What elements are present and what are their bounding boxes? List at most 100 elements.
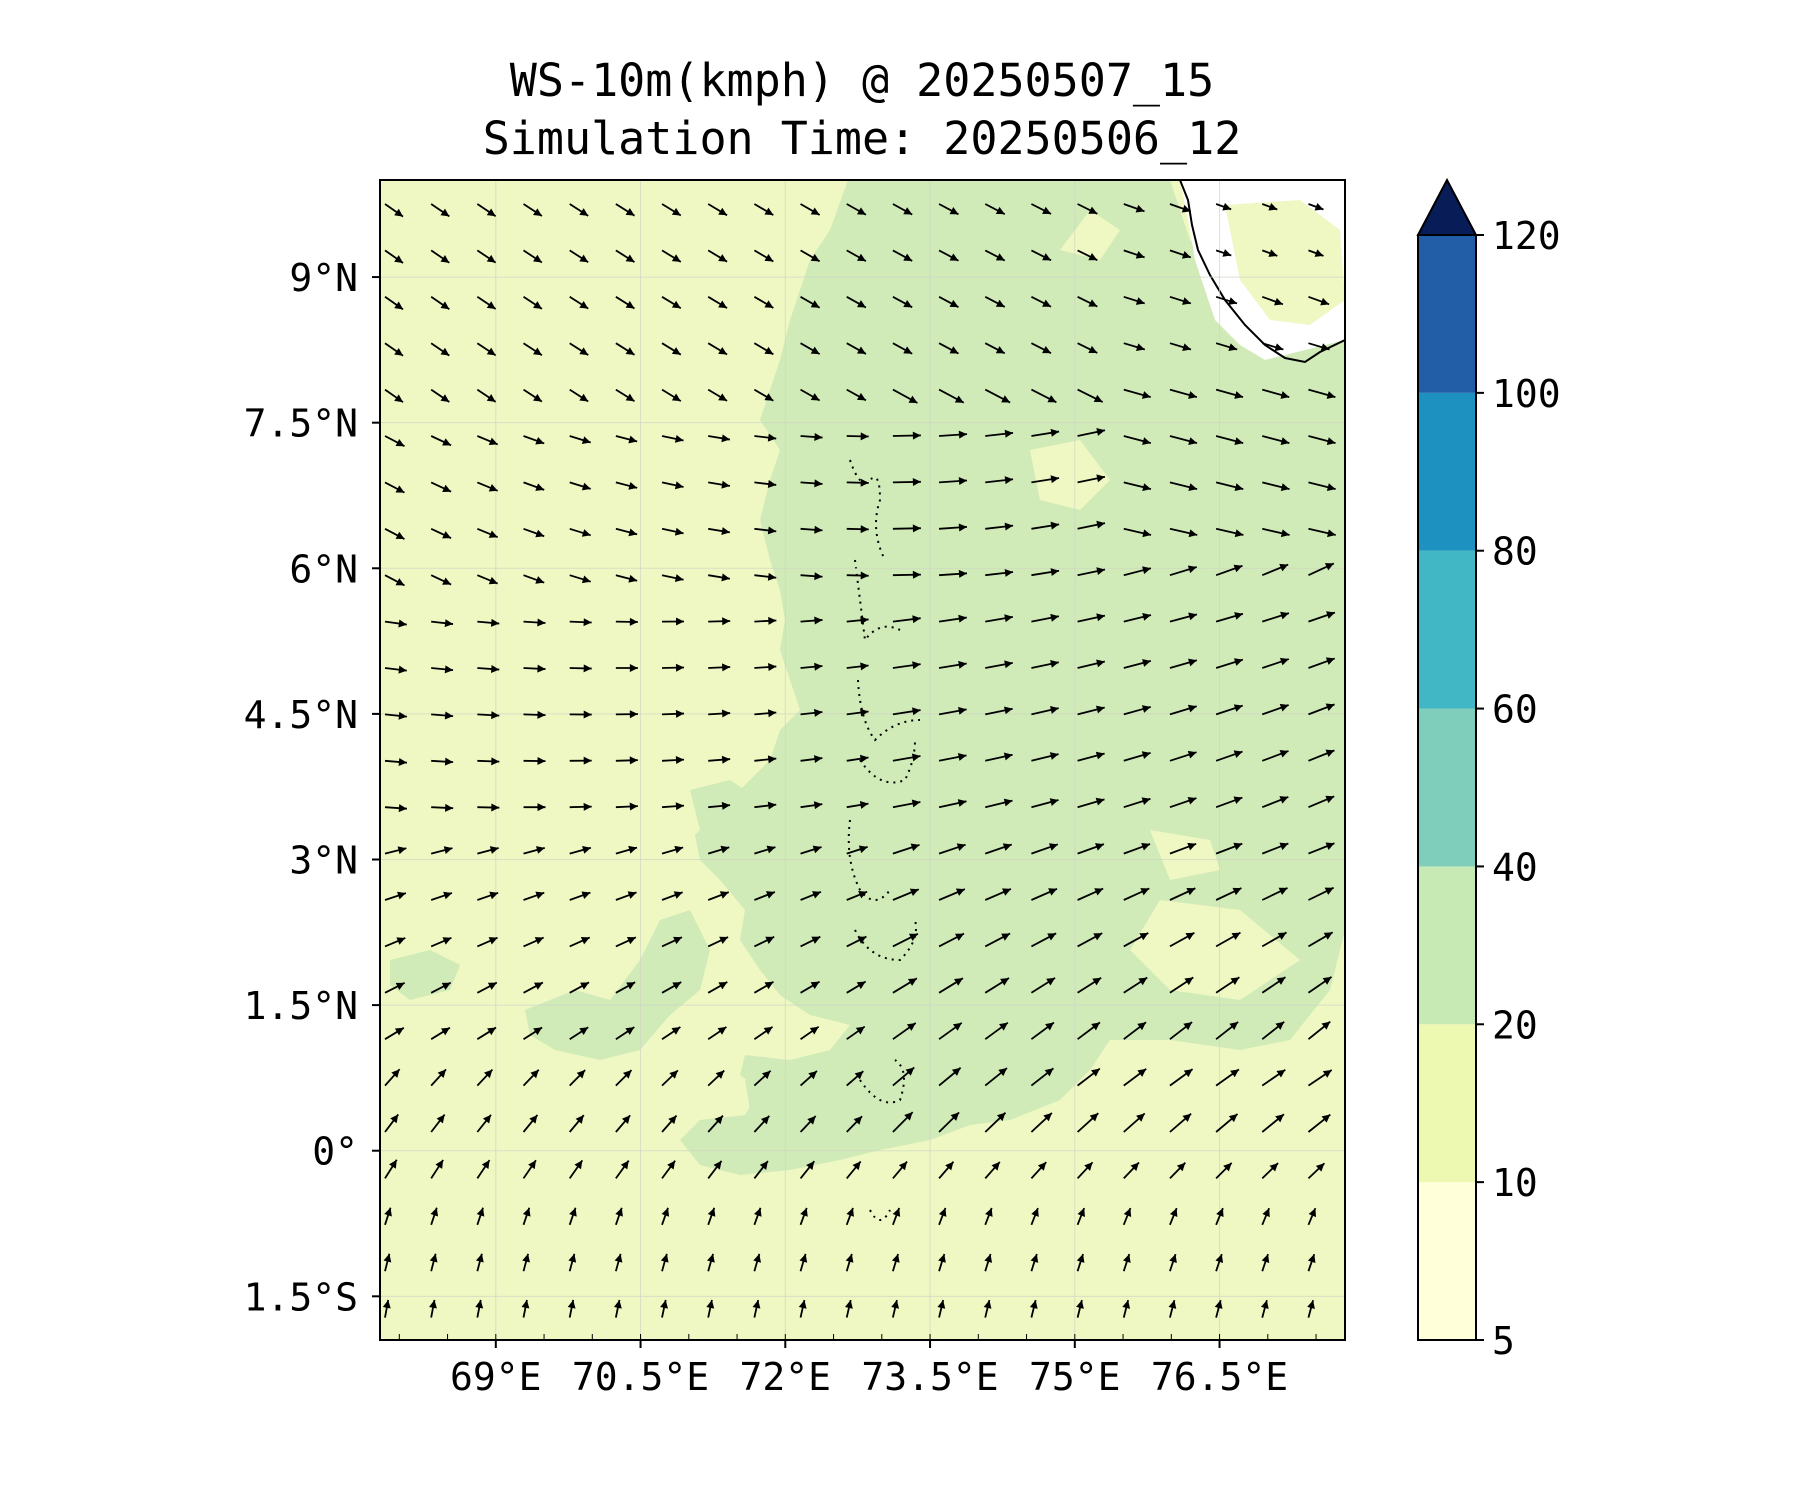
wind-arrow [1215, 658, 1244, 669]
wind-arrow [1030, 1207, 1039, 1226]
wind-arrow [983, 1299, 992, 1318]
wind-arrow [1261, 1207, 1270, 1226]
wind-arrow [846, 296, 867, 309]
wind-speed-contours [390, 180, 1345, 1221]
wind-arrow [1030, 1112, 1053, 1133]
wind-arrow [1123, 481, 1152, 492]
colorbar-segment [1418, 550, 1476, 709]
wind-arrow [384, 711, 407, 720]
wind-arrow [1215, 1068, 1240, 1087]
wind-arrow [799, 1207, 808, 1226]
wind-arrow [846, 980, 867, 994]
wind-arrow [615, 342, 635, 356]
wind-arrow [430, 981, 452, 994]
wind-arrow [477, 481, 499, 492]
wind-arrow [1077, 567, 1106, 577]
wind-arrow [1169, 658, 1198, 669]
wind-arrow [892, 615, 921, 624]
wind-arrow [798, 1299, 807, 1318]
wind-arrow [1261, 1113, 1285, 1133]
wind-arrow [522, 1159, 537, 1179]
wind-arrow [892, 932, 919, 948]
wind-arrow [938, 203, 959, 216]
wind-arrow [1215, 796, 1243, 809]
wind-arrow [569, 388, 589, 403]
wind-arrow [708, 480, 731, 489]
wind-arrow [1077, 520, 1106, 530]
wind-arrow [1215, 704, 1243, 716]
wind-arrow [892, 799, 921, 809]
wind-speed-hole-2 [1030, 440, 1110, 510]
wind-arrow [1308, 842, 1335, 855]
wind-arrow [708, 709, 731, 718]
wind-arrow [477, 803, 500, 812]
wind-arrow [1308, 611, 1336, 623]
wind-arrow [754, 526, 777, 535]
wind-arrow [938, 1161, 955, 1179]
wind-arrow [845, 1299, 853, 1318]
wind-arrow [661, 574, 684, 583]
wind-arrow [615, 981, 636, 994]
wind-arrow [938, 1253, 946, 1272]
wind-arrow [892, 753, 921, 762]
wind-arrow [1077, 474, 1106, 484]
colorbar-segment [1418, 392, 1476, 551]
wind-arrow [1261, 842, 1289, 855]
wind-arrow [1169, 249, 1192, 259]
wind-arrow [1307, 1113, 1331, 1133]
wind-arrow [1031, 295, 1052, 308]
wind-arrow [1031, 521, 1060, 530]
wind-arrow [1030, 1161, 1047, 1180]
wind-arrow [939, 523, 968, 532]
wind-arrow [892, 843, 920, 855]
wind-arrow [892, 1022, 917, 1040]
wind-arrow [846, 249, 867, 262]
wind-arrow [753, 249, 774, 263]
wind-arrow [1077, 295, 1098, 308]
wind-arrow [1031, 249, 1052, 262]
wind-arrow [431, 711, 454, 720]
wind-arrow [891, 1253, 900, 1272]
wind-arrow [522, 1069, 540, 1087]
wind-arrow [523, 981, 544, 994]
wind-arrow [523, 527, 545, 538]
wind-arrow [892, 203, 913, 216]
colorbar-tick-label: 60 [1492, 688, 1538, 732]
wind-arrow [430, 203, 450, 218]
wind-arrow [1076, 1112, 1099, 1133]
wind-arrow [1215, 887, 1242, 901]
wind-arrow [430, 891, 453, 901]
wind-arrow [568, 1253, 577, 1272]
coastline [1179, 180, 1345, 364]
wind-arrow [1261, 657, 1290, 669]
wind-arrow [799, 1253, 808, 1272]
wind-arrow [431, 619, 454, 628]
wind-arrow [615, 388, 635, 403]
wind-arrow [892, 342, 913, 355]
wind-arrow [754, 709, 777, 718]
wind-speed-hole-4 [1150, 830, 1220, 880]
wind-arrow [1215, 295, 1238, 305]
wind-arrow [1215, 1113, 1239, 1133]
wind-arrow [1169, 1113, 1192, 1133]
wind-arrow [430, 1207, 439, 1226]
wind-arrow [1215, 342, 1238, 352]
wind-arrow [799, 1115, 817, 1133]
wind-arrow [937, 1299, 946, 1318]
wind-arrow [569, 802, 592, 811]
wind-arrow [707, 388, 728, 402]
wind-arrow [523, 803, 546, 812]
wind-arrow [429, 1299, 437, 1318]
wind-arrow [1123, 612, 1152, 623]
wind-speed-hole-3 [1130, 900, 1300, 1000]
wind-arrow [1307, 1299, 1315, 1318]
colorbar-segment [1418, 708, 1476, 867]
wind-arrow [1261, 703, 1289, 716]
wind-arrow [1169, 527, 1198, 538]
wind-arrow [1215, 976, 1240, 994]
wind-arrow [984, 342, 1006, 355]
wind-arrow [1307, 1162, 1326, 1180]
wind-arrow [1308, 562, 1335, 577]
wind-arrow [1077, 1067, 1101, 1087]
wind-arrow [569, 1069, 586, 1087]
